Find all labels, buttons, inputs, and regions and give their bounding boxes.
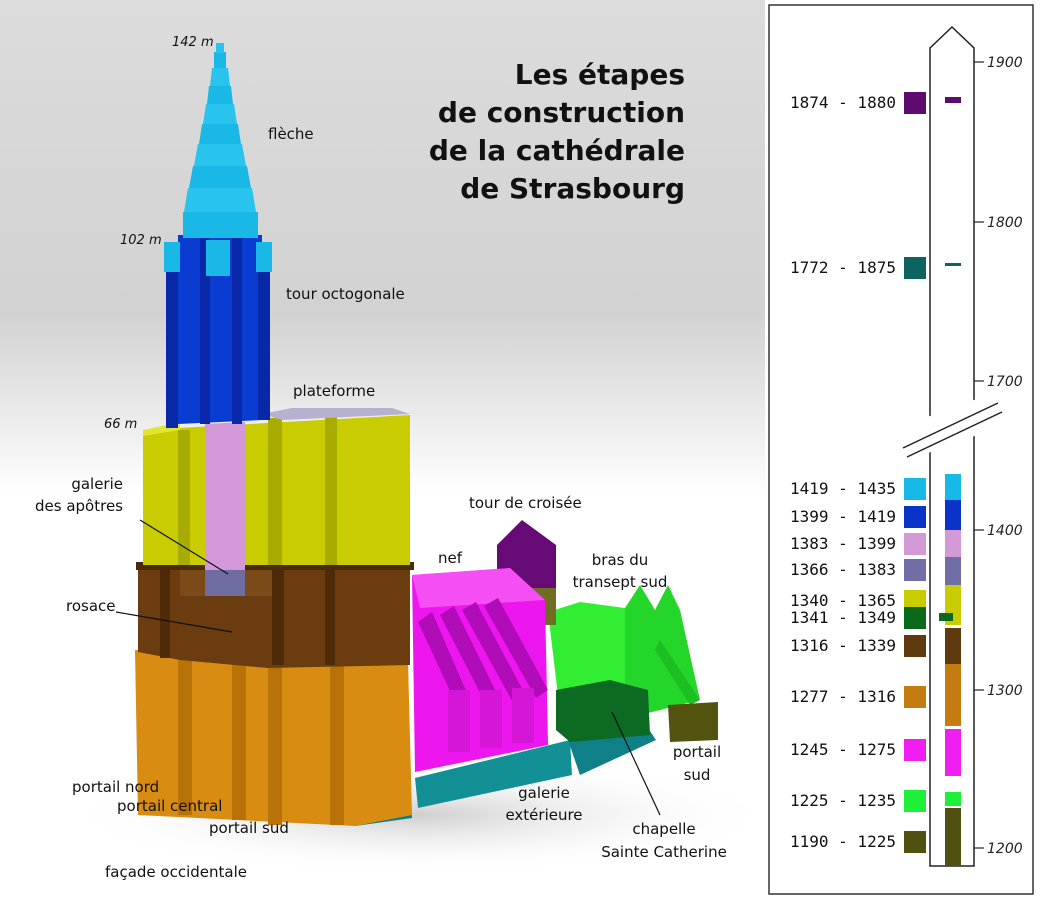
label-galerie-line2: des apôtres xyxy=(35,497,123,515)
period-color-swatch xyxy=(904,831,926,853)
label-tour-croisee: tour de croisée xyxy=(469,494,582,512)
galerie-des-apotres xyxy=(205,570,245,596)
timeline-panel: 1900 1800 1700 1400 1300 1200 1874 - 1880 1772… xyxy=(768,4,1034,895)
period-range-label: 1419 - 1435 xyxy=(790,479,896,498)
label-transept-line2: transept sud xyxy=(573,573,668,591)
year-ticks: 1900 1800 1700 1400 1300 1200 xyxy=(974,55,1023,857)
nef-roof xyxy=(412,568,545,608)
period-color-swatch xyxy=(904,590,926,612)
label-nef: nef xyxy=(438,549,463,567)
brown-ledge xyxy=(136,562,414,570)
label-galerie-ext-line1: galerie xyxy=(518,784,570,802)
period-timeline-bar xyxy=(945,530,961,557)
height-102: 102 m xyxy=(120,233,162,248)
year-tick-label: 1900 xyxy=(987,55,1023,71)
galerie-exterieure-front xyxy=(415,740,572,808)
label-plateforme: plateforme xyxy=(293,382,375,400)
period-range-label: 1340 - 1365 xyxy=(790,591,896,610)
title-line-1: Les étapes xyxy=(515,58,685,91)
label-portail-nord: portail nord xyxy=(72,778,159,796)
label-facade-occidentale: façade occidentale xyxy=(105,863,247,881)
year-tick-label: 1200 xyxy=(987,841,1023,857)
height-142: 142 m xyxy=(172,35,214,50)
period-color-swatch xyxy=(904,739,926,761)
period-range-label: 1316 - 1339 xyxy=(790,636,896,655)
period-timeline-bar xyxy=(945,263,961,266)
period-color-swatch xyxy=(904,478,926,500)
period-timeline-bar xyxy=(945,97,961,103)
nef-buttresses xyxy=(418,598,548,708)
transept-buttress xyxy=(655,640,700,705)
period-range-label: 1874 - 1880 xyxy=(790,93,896,112)
label-portail-sud-line2: sud xyxy=(684,766,711,784)
period-color-swatch xyxy=(904,533,926,555)
period-color-swatch xyxy=(904,635,926,657)
period-color-swatch xyxy=(904,257,926,279)
title-line-3: de la cathédrale xyxy=(429,134,685,167)
period-range-label: 1341 - 1349 xyxy=(790,608,896,627)
timeline-arrow xyxy=(929,25,975,867)
label-chapelle-line1: chapelle xyxy=(632,820,695,838)
fleche-spire xyxy=(183,43,258,238)
label-fleche: flèche xyxy=(268,125,314,143)
label-tour-octogonale: tour octogonale xyxy=(286,285,405,303)
title-line-4: de Strasbourg xyxy=(460,172,685,205)
period-timeline-bar xyxy=(945,500,961,530)
height-66: 66 m xyxy=(104,417,137,432)
period-range-label: 1245 - 1275 xyxy=(790,740,896,759)
nef-piers xyxy=(448,688,534,752)
period-timeline-bar xyxy=(945,474,961,500)
period-range-label: 1772 - 1875 xyxy=(790,258,896,277)
period-list: 1874 - 1880 1772 - 1875 1419 - 1435 1399 - … xyxy=(790,92,961,866)
period-range-label: 1399 - 1419 xyxy=(790,507,896,526)
portail-sud-block xyxy=(668,702,718,742)
period-color-swatch xyxy=(904,506,926,528)
period-timeline-bar xyxy=(945,628,961,664)
timeline-break xyxy=(902,391,1008,459)
year-tick-label: 1700 xyxy=(987,374,1023,390)
label-galerie-ext-line2: extérieure xyxy=(505,806,582,824)
period-color-swatch xyxy=(904,790,926,812)
label-portail-sud-facade: portail sud xyxy=(209,819,289,837)
period-color-swatch xyxy=(904,686,926,708)
label-portail-sud-line1: portail xyxy=(673,743,721,761)
label-transept-line1: bras du xyxy=(592,551,649,569)
label-portail-central: portail central xyxy=(117,797,222,815)
brown-piers xyxy=(160,568,335,665)
period-timeline-bar xyxy=(939,613,953,621)
period-range-label: 1383 - 1399 xyxy=(790,534,896,553)
year-tick-label: 1400 xyxy=(987,523,1023,539)
period-range-label: 1190 - 1225 xyxy=(790,832,896,851)
period-color-swatch xyxy=(904,92,926,114)
label-galerie-line1: galerie xyxy=(71,475,123,493)
facade-portail-piers xyxy=(178,600,344,825)
period-color-swatch xyxy=(904,559,926,581)
label-chapelle-line2: Sainte Catherine xyxy=(601,843,727,861)
period-timeline-bar xyxy=(945,557,961,585)
tower-turrets xyxy=(166,238,270,428)
period-range-label: 1366 - 1383 xyxy=(790,560,896,579)
period-timeline-bar xyxy=(945,792,961,806)
title-line-2: de construction xyxy=(438,96,685,129)
timeline-frame xyxy=(768,4,1034,895)
period-range-label: 1225 - 1235 xyxy=(790,791,896,810)
label-rosace: rosace xyxy=(66,597,116,615)
cathedral-model xyxy=(135,43,718,826)
year-tick-label: 1300 xyxy=(987,683,1023,699)
plateforme-top xyxy=(262,408,410,420)
leader-lines xyxy=(115,519,661,816)
turret-caps xyxy=(164,240,272,276)
yellow-piers xyxy=(178,414,337,565)
period-timeline-bar xyxy=(945,729,961,776)
period-timeline-bar xyxy=(945,664,961,726)
tower-rose-section xyxy=(205,422,245,570)
period-range-label: 1277 - 1316 xyxy=(790,687,896,706)
page-title: Les étapes de construction de la cathédr… xyxy=(429,58,685,205)
chapelle-sainte-catherine xyxy=(556,680,650,742)
period-color-swatch xyxy=(904,607,926,629)
period-timeline-bar xyxy=(945,808,961,866)
year-tick-label: 1800 xyxy=(987,215,1023,231)
